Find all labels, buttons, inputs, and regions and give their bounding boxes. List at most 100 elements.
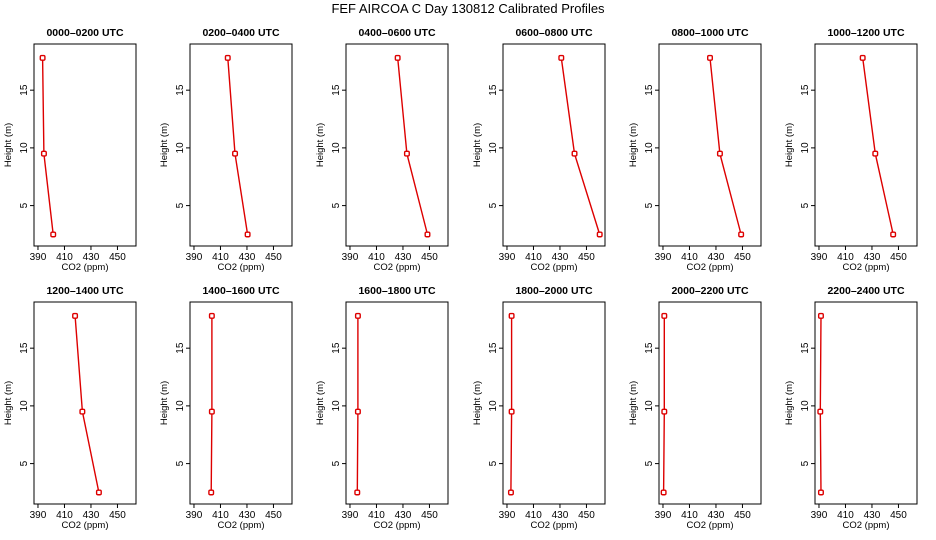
y-tick-label: 5 <box>19 202 30 208</box>
x-tick-label: 390 <box>30 252 47 263</box>
panel-9: 1600–1800 UTC 390 410 430 450 5 10 15 CO2 (ppm) H… <box>315 285 449 531</box>
plot-frame <box>345 43 449 247</box>
data-point <box>95 489 102 496</box>
co2-profile-line <box>709 57 742 235</box>
y-tick-label: 5 <box>175 202 186 208</box>
x-axis-label: CO2 (ppm) <box>687 520 734 531</box>
data-point <box>660 489 667 496</box>
x-tick-label: 450 <box>734 252 751 263</box>
x-tick-label: 410 <box>56 510 73 521</box>
x-tick-label: 390 <box>499 510 516 521</box>
y-tick-label: 5 <box>488 460 499 466</box>
x-tick-label: 410 <box>525 252 542 263</box>
y-tick-label: 5 <box>800 460 811 466</box>
y-tick-label: 10 <box>331 142 342 154</box>
y-axis-label: Height (m) <box>472 381 483 425</box>
data-point <box>571 150 578 157</box>
data-point <box>859 54 866 61</box>
co2-profile-line <box>819 315 822 493</box>
plot-frame <box>189 43 293 247</box>
plot-frame <box>33 43 137 247</box>
data-point <box>558 54 565 61</box>
x-axis-label: CO2 (ppm) <box>218 262 265 273</box>
panel-title: 1000–1200 UTC <box>827 27 904 39</box>
x-tick-label: 410 <box>681 252 698 263</box>
x-tick-label: 430 <box>864 252 881 263</box>
data-point <box>707 54 714 61</box>
data-point <box>354 408 361 415</box>
x-tick-label: 390 <box>342 510 359 521</box>
data-point <box>244 231 251 238</box>
x-tick-label: 450 <box>265 252 282 263</box>
x-tick-label: 430 <box>395 510 412 521</box>
data-point <box>72 312 79 319</box>
data-point <box>354 312 361 319</box>
co2-profile-line <box>662 315 665 493</box>
x-tick-label: 450 <box>265 510 282 521</box>
plot-frame <box>345 301 449 505</box>
x-tick-label: 450 <box>421 510 438 521</box>
x-tick-label: 450 <box>109 252 126 263</box>
x-axis-label: CO2 (ppm) <box>62 262 109 273</box>
x-tick-label: 430 <box>552 510 569 521</box>
data-point <box>738 231 745 238</box>
data-point <box>661 408 668 415</box>
co2-profile-line <box>862 57 894 235</box>
x-axis-label: CO2 (ppm) <box>531 262 578 273</box>
y-tick-label: 5 <box>800 202 811 208</box>
data-point <box>716 150 723 157</box>
panel-title: 2200–2400 UTC <box>827 285 904 297</box>
y-tick-label: 10 <box>19 142 30 154</box>
data-point <box>508 312 515 319</box>
y-axis-label: Height (m) <box>628 381 639 425</box>
co2-profile-line <box>397 57 429 235</box>
plot-frame <box>502 301 606 505</box>
panel-title: 0400–0600 UTC <box>358 27 435 39</box>
x-tick-label: 430 <box>708 252 725 263</box>
x-tick-label: 430 <box>239 252 256 263</box>
x-tick-label: 410 <box>368 510 385 521</box>
data-point <box>817 408 824 415</box>
y-tick-label: 15 <box>800 84 811 96</box>
panel-title: 1800–2000 UTC <box>515 285 592 297</box>
data-point <box>817 489 824 496</box>
panel-12: 2200–2400 UTC 390 410 430 450 5 10 15 CO2 (ppm) H… <box>784 285 918 531</box>
panel-title: 1200–1400 UTC <box>46 285 123 297</box>
y-tick-label: 10 <box>19 400 30 412</box>
data-point <box>232 150 239 157</box>
x-tick-label: 450 <box>421 252 438 263</box>
plot-frame <box>814 43 918 247</box>
x-tick-label: 450 <box>734 510 751 521</box>
x-tick-label: 390 <box>811 252 828 263</box>
x-tick-label: 390 <box>186 252 203 263</box>
x-tick-label: 410 <box>837 510 854 521</box>
y-axis-label: Height (m) <box>315 381 326 425</box>
panel-title: 0800–1000 UTC <box>671 27 748 39</box>
co2-profile-line <box>41 57 54 235</box>
panel-7: 1200–1400 UTC 390 410 430 450 5 10 15 CO2 (ppm) H… <box>3 285 137 531</box>
panel-11: 2000–2200 UTC 390 410 430 450 5 10 15 CO2 (ppm) H… <box>628 285 762 531</box>
co2-profile-line <box>74 315 100 493</box>
y-tick-label: 15 <box>488 84 499 96</box>
x-tick-label: 430 <box>395 252 412 263</box>
data-point <box>508 408 515 415</box>
x-axis-label: CO2 (ppm) <box>374 520 421 531</box>
data-point <box>661 312 668 319</box>
panel-10: 1800–2000 UTC 390 410 430 450 5 10 15 CO2 (ppm) H… <box>472 285 606 531</box>
panel-title: 0000–0200 UTC <box>46 27 123 39</box>
y-axis-label: Height (m) <box>159 123 170 167</box>
x-axis-label: CO2 (ppm) <box>843 262 890 273</box>
y-tick-label: 10 <box>644 400 655 412</box>
x-tick-label: 430 <box>864 510 881 521</box>
panel-3: 0400–0600 UTC 390 410 430 450 5 10 15 CO2 (ppm) H… <box>315 27 449 273</box>
x-tick-label: 450 <box>109 510 126 521</box>
x-tick-label: 450 <box>578 510 595 521</box>
panel-6: 1000–1200 UTC 390 410 430 450 5 10 15 CO2 (ppm) H… <box>784 27 918 273</box>
x-tick-label: 410 <box>681 510 698 521</box>
y-axis-label: Height (m) <box>472 123 483 167</box>
panel-title: 0200–0400 UTC <box>202 27 279 39</box>
x-tick-label: 410 <box>56 252 73 263</box>
y-tick-label: 15 <box>331 342 342 354</box>
co2-profile-line <box>227 57 249 235</box>
x-tick-label: 390 <box>499 252 516 263</box>
